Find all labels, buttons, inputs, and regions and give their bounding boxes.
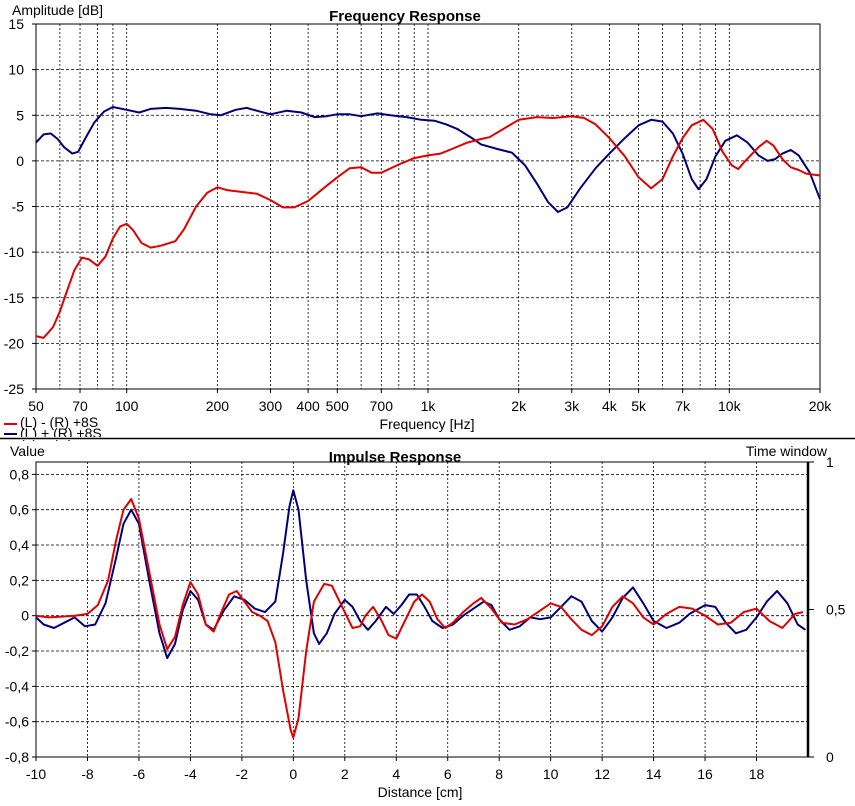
impulse-response-title: Impulse Response <box>329 449 462 466</box>
fr-x-tick-label: 7k <box>675 398 691 414</box>
ir-x-tick-label: 14 <box>646 766 662 782</box>
fr-x-tick-label: 100 <box>115 398 139 414</box>
fr-y-tick-label: -25 <box>4 381 24 397</box>
fr-y-tick-label: -5 <box>12 199 25 215</box>
frequency-response-title: Frequency Response <box>329 8 481 25</box>
ir-y2-tick-label: 0 <box>826 749 834 765</box>
fr-y-tick-label: 5 <box>16 107 24 123</box>
fr-x-tick-label: 10k <box>718 398 742 414</box>
fr-x-tick-label: 2k <box>511 398 527 414</box>
time-window-label: Time window <box>746 443 828 459</box>
frequency-response-tick-labels: -25 -20 -15 -10 -5 0 5 10 15 50 70 100 200 300 400 500 7… <box>4 16 833 414</box>
ir-x-tick-label: 6 <box>444 766 452 782</box>
ir-y-tick-label: 0,2 <box>10 572 30 588</box>
fr-y-tick-label: 15 <box>8 16 24 32</box>
fr-x-tick-label: 4k <box>602 398 618 414</box>
ir-y-tick-label: 0,8 <box>10 466 30 482</box>
fr-x-tick-label: 700 <box>370 398 394 414</box>
ir-x-tick-label: -4 <box>184 766 197 782</box>
fr-y-tick-label: -15 <box>4 290 24 306</box>
fr-y-tick-label: 10 <box>8 62 24 78</box>
ir-y-tick-label: -0,6 <box>5 714 29 730</box>
ir-series-diff-line <box>35 498 804 739</box>
frequency-response-ylabel: Amplitude [dB] <box>12 2 103 18</box>
impulse-response-xlabel: Distance [cm] <box>378 784 463 800</box>
ir-y-tick-label: -0,2 <box>5 643 29 659</box>
fr-x-tick-label: 300 <box>259 398 283 414</box>
ir-y-tick-label: -0,4 <box>5 678 29 694</box>
ir-y-tick-label: 0 <box>21 608 29 624</box>
ir-y-tick-label: 0,4 <box>10 537 30 553</box>
frequency-response-xlabel: Frequency [Hz] <box>380 416 475 432</box>
fr-series-diff-line <box>35 115 821 339</box>
ir-x-tick-label: 2 <box>341 766 349 782</box>
ir-x-tick-label: 16 <box>697 766 713 782</box>
ir-x-tick-label: 10 <box>543 766 559 782</box>
fr-x-tick-label: 5k <box>631 398 647 414</box>
ir-x-tick-label: 0 <box>289 766 297 782</box>
ir-y2-tick-label: 1 <box>826 454 834 470</box>
ir-x-tick-label: -10 <box>26 766 46 782</box>
fr-y-tick-label: -20 <box>4 335 24 351</box>
impulse-response-grid <box>36 462 808 757</box>
impulse-response-ylabel: Value <box>10 443 45 459</box>
fr-y-tick-label: 0 <box>16 153 24 169</box>
fr-x-tick-label: 70 <box>72 398 88 414</box>
fr-x-tick-label: 500 <box>326 398 350 414</box>
frequency-response-grid <box>36 24 820 389</box>
fr-x-tick-label: 20k <box>809 398 833 414</box>
ir-x-tick-label: 18 <box>749 766 765 782</box>
fr-series-sum-line <box>35 106 821 213</box>
ir-x-tick-label: -6 <box>133 766 146 782</box>
fr-x-tick-label: 1k <box>421 398 437 414</box>
fr-x-tick-label: 50 <box>28 398 44 414</box>
ir-x-tick-label: 8 <box>495 766 503 782</box>
ir-y-tick-label: -0,8 <box>5 749 29 765</box>
fr-y-tick-label: -10 <box>4 244 24 260</box>
ir-y-tick-label: 0,6 <box>10 502 30 518</box>
impulse-response-series <box>35 489 806 739</box>
ir-x-tick-label: 4 <box>392 766 400 782</box>
impulse-response-tick-labels: -0,8 -0,6 -0,4 -0,2 0 0,2 0,4 0,6 0,8 -10 -8 -6 -4 -2… <box>5 454 846 782</box>
ir-x-tick-label: -2 <box>236 766 249 782</box>
legend-label-diff: (L) - (R) +8S <box>20 414 98 430</box>
ir-y2-tick-label: 0,5 <box>826 602 846 618</box>
fr-x-tick-label: 3k <box>564 398 580 414</box>
fr-x-tick-label: 200 <box>206 398 230 414</box>
fr-x-tick-label: 400 <box>296 398 320 414</box>
ir-x-tick-label: -8 <box>81 766 94 782</box>
frequency-response-series <box>35 106 821 339</box>
ir-x-tick-label: 12 <box>594 766 610 782</box>
